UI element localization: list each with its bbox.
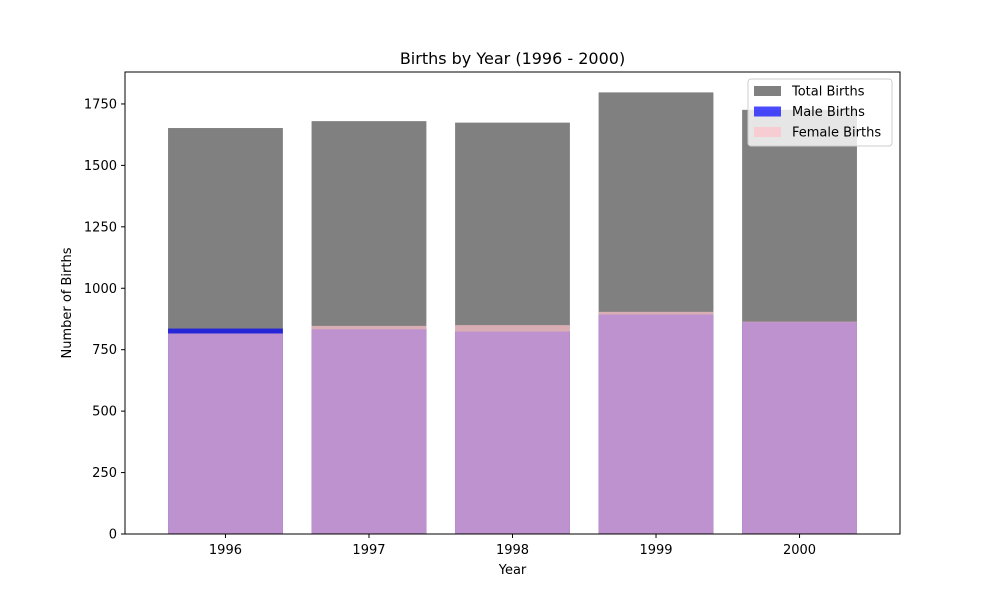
- bars-layer: [168, 92, 857, 535]
- legend-label-total-births: Total Births: [791, 85, 865, 100]
- y-tick-label: 1250: [84, 220, 117, 235]
- y-tick-label: 500: [92, 405, 117, 420]
- x-axis-label: Year: [498, 563, 527, 578]
- y-tick-label: 750: [92, 343, 117, 358]
- legend-swatch-total-births: [754, 86, 781, 96]
- bar-female-births-1996: [168, 333, 283, 534]
- x-tick-label: 1999: [639, 543, 672, 558]
- legend-swatch-male-births: [754, 106, 781, 117]
- y-axis-label: Number of Births: [60, 247, 75, 358]
- legend-box: [747, 78, 893, 147]
- y-tick-label: 0: [109, 528, 117, 543]
- y-tick-label: 1750: [84, 97, 117, 112]
- y-tick-label: 1500: [84, 159, 117, 174]
- chart-title: Births by Year (1996 - 2000): [400, 49, 625, 68]
- x-tick-label: 1996: [209, 543, 242, 558]
- legend-label-male-births: Male Births: [792, 105, 865, 120]
- bar-female-births-2000: [742, 321, 857, 534]
- x-tick-label: 1997: [352, 543, 385, 558]
- legend-label-female-births: Female Births: [792, 126, 881, 141]
- x-axis: 1996 1997 1998 1999 2000: [209, 534, 816, 558]
- x-tick-label: 1998: [496, 543, 529, 558]
- y-tick-label: 250: [92, 466, 117, 481]
- legend-swatch-female-births: [754, 127, 781, 137]
- y-axis: 0 250 500 750 1000 1250 1500 1750: [84, 97, 125, 543]
- bar-female-births-1998: [455, 325, 570, 534]
- x-tick-label: 2000: [783, 543, 816, 558]
- bar-female-births-1999: [598, 311, 714, 534]
- legend: Total Births Male Births Female Births: [747, 78, 893, 147]
- y-tick-label: 1000: [84, 282, 117, 297]
- bar-female-births-1997: [311, 325, 427, 534]
